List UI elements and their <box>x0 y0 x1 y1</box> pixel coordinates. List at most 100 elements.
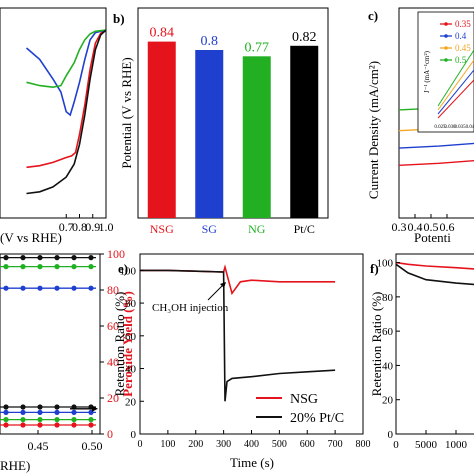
panel-e-xtick-label: 300 <box>216 439 231 450</box>
inset-legend-label: 0.35 <box>455 19 471 29</box>
panel-d-point <box>37 285 43 291</box>
inset-plot: J⁻¹ (mA⁻¹cm²) 0.350.40.450.5 0.0250.0300… <box>417 11 474 133</box>
panel-d-point <box>37 422 43 428</box>
panel-b-ylabel: Potential (V vs RHE) <box>119 57 134 168</box>
annotation-text: CH₃OH injection <box>152 302 229 314</box>
panel-d-point <box>88 417 94 423</box>
panel-c-xtick-label: 0.5 <box>424 220 439 234</box>
bar-value-label: 0.77 <box>245 40 270 55</box>
panel-d-point <box>71 285 77 291</box>
panel-d-point <box>3 264 9 270</box>
panel-e-xtick-label: 800 <box>356 439 371 450</box>
inset-fit-line-2 <box>437 59 474 111</box>
panel-d-point <box>3 404 9 410</box>
panel-a-series-0 <box>26 29 107 169</box>
panel-e-xtick-label: 500 <box>272 439 287 450</box>
panel-f-series-0 <box>395 261 474 270</box>
panel-d-point <box>37 264 43 270</box>
panel-d-point <box>71 264 77 270</box>
panel-d-point <box>37 404 43 410</box>
panel-e-xtick-label: 600 <box>300 439 315 450</box>
panel-f-ytick-label: 100 <box>377 258 394 270</box>
panel-a-xtick-label: 0.9 <box>85 220 100 234</box>
inset-ylabel: J⁻¹ (mA⁻¹cm²) <box>423 50 431 93</box>
inset-fit-line-0 <box>437 79 474 119</box>
panel-d-point <box>37 255 43 261</box>
panel-d-point <box>71 255 77 261</box>
panel-b-bar: b) Potential (V vs RHE) 0.84 NSG 0.8 SG 0.77… <box>113 7 329 236</box>
panel-d-point <box>20 255 26 261</box>
inset-xtick-label: 0.04 <box>466 125 474 130</box>
panel-f-series-1 <box>395 263 474 286</box>
panel-d-point <box>3 422 9 428</box>
panel-d-point <box>20 285 26 291</box>
panel-a-xtick-label: 1.0 <box>99 220 114 234</box>
panel-d-point <box>88 264 94 270</box>
category-label: Pt/C <box>294 222 315 236</box>
panel-d-point <box>3 409 9 415</box>
panel-c-xtick-label: 0.4 <box>408 220 423 234</box>
inset-fit-line-3 <box>437 49 474 107</box>
panel-d-point <box>20 264 26 270</box>
panel-e-ytick-label: 60 <box>125 331 137 343</box>
panel-d-point <box>88 255 94 261</box>
panel-f-ylabel: Retention Ratio (%) <box>369 292 384 397</box>
panel-f-ytick-label: 20 <box>382 395 394 407</box>
panel-d-point <box>20 404 26 410</box>
bar-pt-c <box>290 45 319 218</box>
panel-c-top-ylabel: Current Density (mA/cm²) <box>366 61 381 199</box>
inset-fit-line-1 <box>437 69 474 115</box>
panel-e-xtick-label: 700 <box>328 439 343 450</box>
panel-d-point <box>20 409 26 415</box>
panel-c-top-label: c) <box>368 8 378 23</box>
panel-f-xtick-label: 5000 <box>415 439 438 451</box>
panel-d-point <box>71 409 77 415</box>
panel-f-ytick-label: 80 <box>382 292 394 304</box>
panel-d-ytick-label: 40 <box>107 355 119 369</box>
panel-d-ytick-label: 20 <box>107 391 119 405</box>
inset-legend-label: 0.45 <box>455 43 471 53</box>
panel-e-ytick-label: 0 <box>131 429 137 441</box>
inset-xtick-label: 0.035 <box>454 125 466 130</box>
panel-d-ytick-label: 0 <box>107 427 113 441</box>
inset-legend-marker <box>444 34 448 38</box>
inset-legend-label: 0.5 <box>455 55 467 65</box>
panel-b-label: b) <box>113 11 125 26</box>
inset-legend-label: 0.4 <box>455 31 467 41</box>
panel-d-point <box>54 264 60 270</box>
panel-e-xtick-label: 100 <box>160 439 175 450</box>
legend-label: 20% Pt/C <box>290 411 344 426</box>
panel-c-line-2 <box>398 142 474 149</box>
panel-d-point <box>37 417 43 423</box>
category-label: NSG <box>150 222 174 236</box>
inset-xtick-label: 0.030 <box>444 125 456 130</box>
panel-e-xlabel: Time (s) <box>230 455 274 470</box>
panel-d-point <box>3 255 9 261</box>
inset-legend-marker <box>444 58 448 62</box>
category-label: SG <box>202 222 218 236</box>
panel-d-point <box>3 285 9 291</box>
inset-xtick-label: 0.025 <box>434 125 446 130</box>
panel-d-ylabel: Peroxide Yield (%) <box>120 291 135 397</box>
panel-d-point <box>71 417 77 423</box>
panel-d-point <box>88 285 94 291</box>
panel-d-point <box>54 422 60 428</box>
panel-d-point <box>20 422 26 428</box>
panel-d-point <box>54 409 60 415</box>
panel-e-xtick-label: 200 <box>188 439 203 450</box>
panel-c-xtick-label: 0.3 <box>392 220 407 234</box>
panel-d-point <box>54 404 60 410</box>
panel-d-point <box>54 285 60 291</box>
panel-f-retention: f) Retention Ratio (%) 0 20 40 60 80 100 0 500… <box>369 253 474 451</box>
panel-a-xtick-label: 0.8 <box>72 220 87 234</box>
panel-f-label: f) <box>370 261 379 276</box>
panel-e-ytick-label: 40 <box>125 364 137 376</box>
panel-e-ylabel: Retention Ratio (%) <box>112 292 127 397</box>
bar-ng <box>242 56 271 218</box>
panel-a-xtick-label: 0.7 <box>59 220 74 234</box>
panel-d-xtick-label: 0.45 <box>28 439 49 453</box>
panel-d-point <box>3 417 9 423</box>
panel-a-series-1 <box>25 29 107 117</box>
panel-f-ytick-label: 0 <box>388 429 394 441</box>
